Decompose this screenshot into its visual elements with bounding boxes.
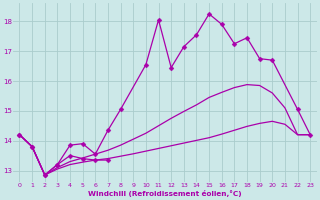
X-axis label: Windchill (Refroidissement éolien,°C): Windchill (Refroidissement éolien,°C) [88,190,242,197]
